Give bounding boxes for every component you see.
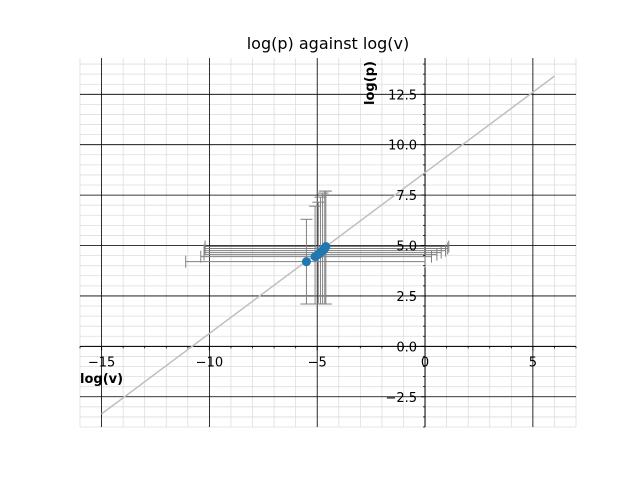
data-point xyxy=(321,242,331,252)
x-tick-label: 5 xyxy=(529,355,537,370)
data-point xyxy=(301,257,311,267)
major-grid xyxy=(80,58,576,427)
x-tick-label: −10 xyxy=(196,355,223,370)
chart-title: log(p) against log(v) xyxy=(247,34,410,53)
y-tick-label: −2.5 xyxy=(385,391,417,406)
x-axis-label: log(v) xyxy=(80,372,123,387)
y-tick-label: 5.0 xyxy=(396,240,417,255)
x-tick-label: −5 xyxy=(308,355,327,370)
x-tick-label: 0 xyxy=(421,355,429,370)
x-tick-label: −15 xyxy=(88,355,115,370)
axis-spines xyxy=(80,58,576,427)
y-tick-label: 2.5 xyxy=(396,290,417,305)
y-axis-label: log(p) xyxy=(363,61,378,105)
ticks-group: −15 −10 −5 0 5 −2.5 0.0 2.5 5.0 7.5 10.0 12.5 xyxy=(79,63,577,428)
y-tick-label: 0.0 xyxy=(396,340,417,355)
minor-grid xyxy=(79,58,577,428)
data-points-group xyxy=(301,242,331,267)
y-tick-label: 12.5 xyxy=(388,88,417,103)
y-tick-label: 7.5 xyxy=(396,189,417,204)
y-tick-label: 10.0 xyxy=(388,139,417,154)
